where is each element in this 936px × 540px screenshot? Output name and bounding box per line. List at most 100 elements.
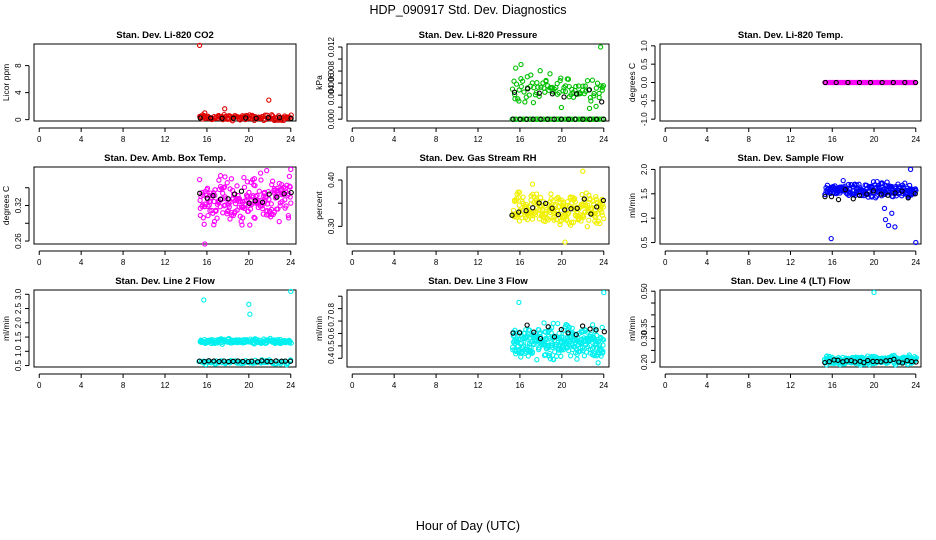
data-point	[593, 193, 599, 200]
data-point	[899, 360, 906, 366]
data-point	[557, 221, 563, 228]
data-point	[265, 188, 271, 195]
x-tick-label: 0	[37, 135, 42, 144]
plot-frame	[33, 289, 297, 368]
data-point	[551, 116, 557, 122]
y-tick-label: 0.4	[327, 352, 336, 364]
data-point	[573, 331, 579, 338]
data-point	[879, 79, 885, 86]
x-tick-label: 12	[161, 135, 170, 144]
plot-frame	[659, 289, 922, 368]
data-point	[256, 188, 262, 194]
panel-4: Stan. Dev. Amb. Box Temp. 0 4 8 12 16 20 24 0.26…	[1, 153, 297, 267]
data-point	[512, 96, 518, 102]
data-point	[288, 166, 294, 173]
y-tick-label: 0.20	[640, 354, 649, 370]
panel-6: Stan. Dev. Sample Flow 0 4 8 12 16 20 24 0.5 1.0 1…	[627, 153, 922, 267]
y-axis-label: kPa	[314, 75, 324, 90]
data-point	[202, 241, 208, 247]
x-tick-label: 8	[747, 381, 752, 390]
data-point	[551, 334, 558, 340]
data-point	[196, 42, 203, 49]
series-hourly	[822, 186, 918, 203]
data-point	[567, 353, 574, 359]
y-tick-label: 2.0	[640, 163, 649, 175]
data-point	[217, 173, 224, 179]
x-tick-label: 24	[911, 381, 920, 390]
x-tick-label: 4	[705, 258, 710, 267]
data-point	[259, 205, 266, 212]
x-tick-label: 8	[747, 258, 752, 267]
data-point	[281, 191, 287, 197]
data-point	[252, 198, 258, 204]
data-point	[591, 344, 597, 350]
data-point	[259, 199, 266, 205]
data-point	[538, 116, 544, 122]
data-point	[878, 359, 884, 365]
x-tick-label: 4	[705, 381, 710, 390]
data-point	[600, 342, 606, 348]
data-point	[214, 215, 220, 221]
data-point	[553, 116, 560, 122]
data-point	[905, 195, 911, 201]
data-point	[257, 170, 264, 176]
data-point	[211, 218, 218, 225]
data-point	[565, 330, 571, 336]
y-tick-label: -0.5	[640, 93, 649, 107]
x-tick-label: 12	[474, 135, 483, 144]
data-point	[530, 116, 536, 122]
x-tick-label: 16	[828, 258, 837, 267]
panel-title: Stan. Dev. Li-820 Temp.	[738, 30, 843, 41]
data-point	[268, 206, 275, 213]
data-point	[550, 320, 556, 327]
data-point	[580, 168, 586, 174]
data-point	[246, 200, 252, 206]
data-point	[518, 83, 524, 90]
series-sd	[509, 44, 607, 112]
data-point	[536, 90, 542, 96]
x-tick-label: 20	[870, 258, 879, 267]
data-point	[907, 166, 914, 173]
data-point	[597, 220, 603, 227]
plot-frame	[346, 166, 610, 245]
data-point	[536, 345, 542, 351]
series-hourly	[510, 322, 607, 342]
data-point	[250, 194, 256, 200]
data-point	[509, 212, 515, 218]
x-tick-label: 12	[786, 258, 795, 267]
data-point	[545, 217, 552, 223]
data-point	[586, 87, 593, 93]
series-hourly	[510, 116, 607, 122]
data-point	[288, 200, 294, 206]
data-point	[529, 216, 536, 222]
data-point	[912, 186, 919, 192]
data-point	[268, 201, 274, 207]
y-tick-label: 2.5	[14, 302, 23, 314]
x-tick-label: 12	[161, 258, 170, 267]
data-point	[251, 176, 258, 182]
data-point	[581, 214, 587, 220]
x-tick-label: 12	[474, 258, 483, 267]
y-tick-label: 8	[14, 63, 23, 68]
data-point	[252, 182, 258, 189]
data-point	[224, 180, 230, 186]
plot-frame	[659, 43, 922, 122]
data-point	[529, 181, 536, 187]
data-point	[591, 93, 597, 99]
data-point	[277, 203, 283, 209]
data-point	[534, 80, 540, 86]
data-point	[282, 197, 288, 203]
data-point	[216, 358, 222, 365]
data-point	[288, 340, 294, 346]
data-point	[593, 327, 599, 333]
y-tick-label: 0.35	[640, 318, 649, 334]
data-point	[570, 219, 577, 225]
y-tick-label: 0.5	[14, 359, 23, 371]
data-point	[586, 105, 593, 112]
data-point	[201, 297, 207, 303]
data-point	[852, 359, 858, 365]
data-point	[567, 222, 574, 228]
data-point	[584, 78, 591, 84]
data-point	[542, 89, 548, 95]
series-hourly	[196, 358, 294, 365]
